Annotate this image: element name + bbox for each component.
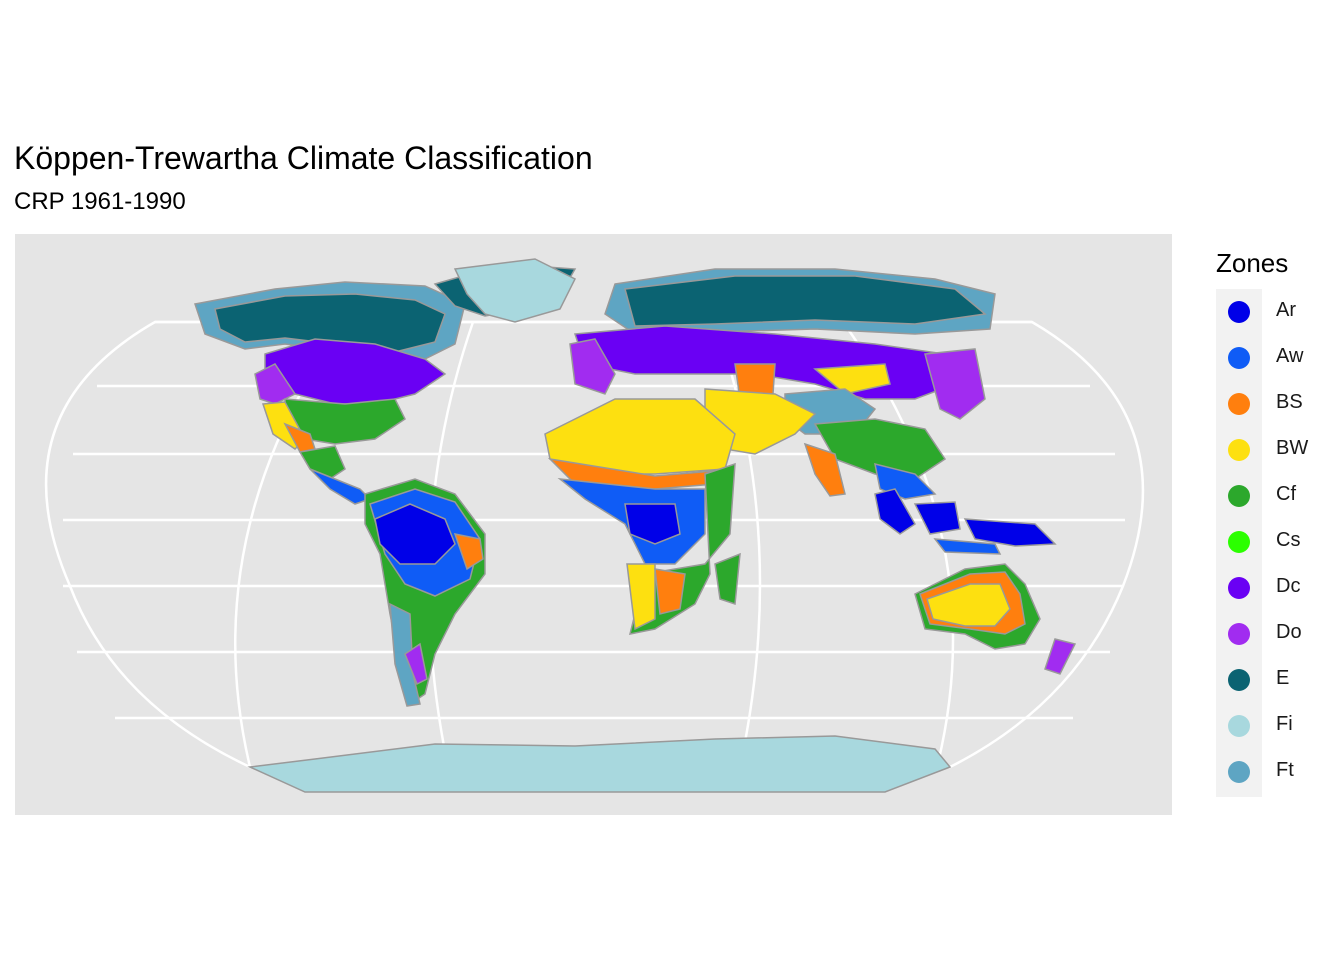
legend-label: Ft — [1276, 759, 1294, 781]
legend-item-bs: BS — [1216, 381, 1336, 427]
legend-swatch — [1228, 669, 1250, 691]
legend-swatch — [1228, 301, 1250, 323]
legend-swatch — [1228, 531, 1250, 553]
legend-label: Cf — [1276, 483, 1296, 505]
map-title: Köppen-Trewartha Climate Classification — [14, 140, 593, 176]
legend-swatch — [1228, 347, 1250, 369]
legend-label: Cs — [1276, 529, 1301, 551]
legend-swatch — [1228, 761, 1250, 783]
legend-item-ft: Ft — [1216, 749, 1336, 795]
legend-item-aw: Aw — [1216, 335, 1336, 381]
legend-item-dc: Dc — [1216, 565, 1336, 611]
legend-label: E — [1276, 667, 1290, 689]
africa — [544, 398, 741, 635]
legend-label: Ar — [1276, 299, 1296, 321]
legend-swatch — [1228, 623, 1250, 645]
legend-label: Do — [1276, 621, 1302, 643]
map-subtitle: CRP 1961-1990 — [14, 188, 186, 215]
legend-keys: Ar Aw BS BW Cf Cs Dc Do E Fi Ft — [1216, 289, 1308, 797]
south-america — [364, 478, 486, 707]
world-map — [44, 258, 1145, 793]
legend-item-e: E — [1216, 657, 1336, 703]
legend: Zones Ar Aw BS BW Cf Cs Dc Do E Fi Ft — [1216, 248, 1326, 797]
legend-swatch — [1228, 577, 1250, 599]
eurasia — [569, 268, 996, 500]
legend-swatch — [1228, 715, 1250, 737]
legend-item-bw: BW — [1216, 427, 1336, 473]
legend-label: Aw — [1276, 345, 1304, 367]
legend-label: Dc — [1276, 575, 1301, 597]
meridian-e60 — [713, 321, 762, 768]
australia — [914, 563, 1077, 675]
legend-title: Zones — [1216, 248, 1289, 278]
legend-item-fi: Fi — [1216, 703, 1336, 749]
legend-label: BS — [1276, 391, 1303, 413]
antarctica — [247, 735, 952, 793]
greenland — [453, 258, 577, 323]
legend-swatch — [1228, 485, 1250, 507]
legend-item-ar: Ar — [1216, 289, 1336, 335]
maritime-asia — [874, 488, 1057, 555]
legend-item-cf: Cf — [1216, 473, 1336, 519]
legend-label: BW — [1276, 437, 1309, 459]
map-panel — [15, 234, 1172, 815]
legend-item-cs: Cs — [1216, 519, 1336, 565]
legend-swatch — [1228, 393, 1250, 415]
legend-item-do: Do — [1216, 611, 1336, 657]
legend-swatch — [1228, 439, 1250, 461]
legend-label: Fi — [1276, 713, 1293, 735]
